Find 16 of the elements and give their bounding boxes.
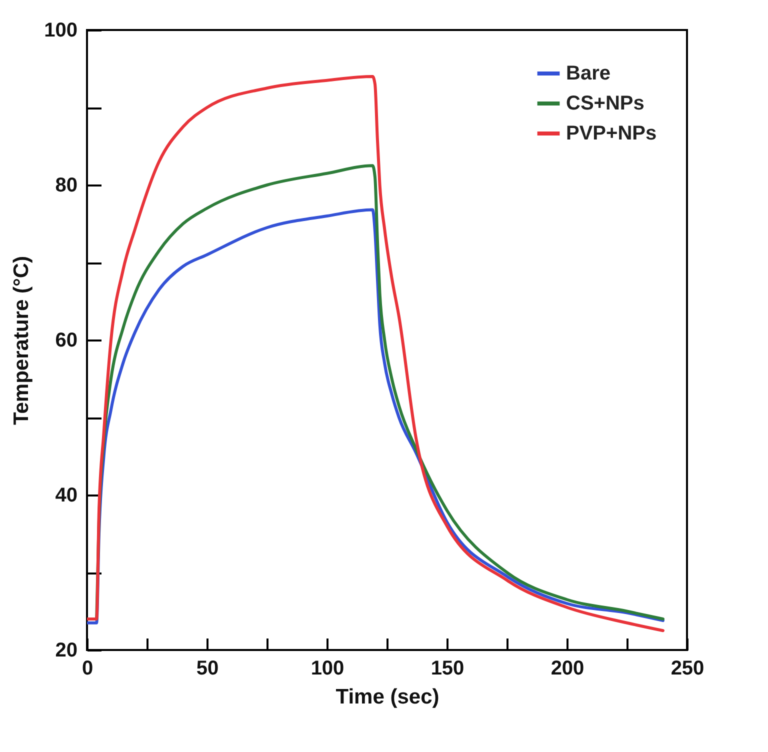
legend-label: CS+NPs — [566, 92, 644, 114]
x-tick-label: 200 — [550, 658, 584, 680]
x-axis-title: Time (sec) — [336, 686, 440, 708]
x-tick-label: 0 — [82, 658, 94, 680]
y-tick-label: 60 — [55, 330, 78, 352]
y-tick-label: 100 — [44, 20, 78, 42]
legend-label: PVP+NPs — [566, 122, 657, 144]
y-axis-title: Temperature (°C) — [10, 256, 34, 426]
x-tick-label: 50 — [196, 658, 219, 680]
y-tick-label: 80 — [55, 174, 78, 196]
y-tick-label: 40 — [55, 484, 78, 506]
y-tick-label: 20 — [55, 640, 78, 662]
legend-label: Bare — [566, 62, 610, 84]
x-tick-label: 150 — [430, 658, 464, 680]
x-tick-label: 100 — [310, 658, 344, 680]
x-tick-label: 250 — [670, 658, 704, 680]
